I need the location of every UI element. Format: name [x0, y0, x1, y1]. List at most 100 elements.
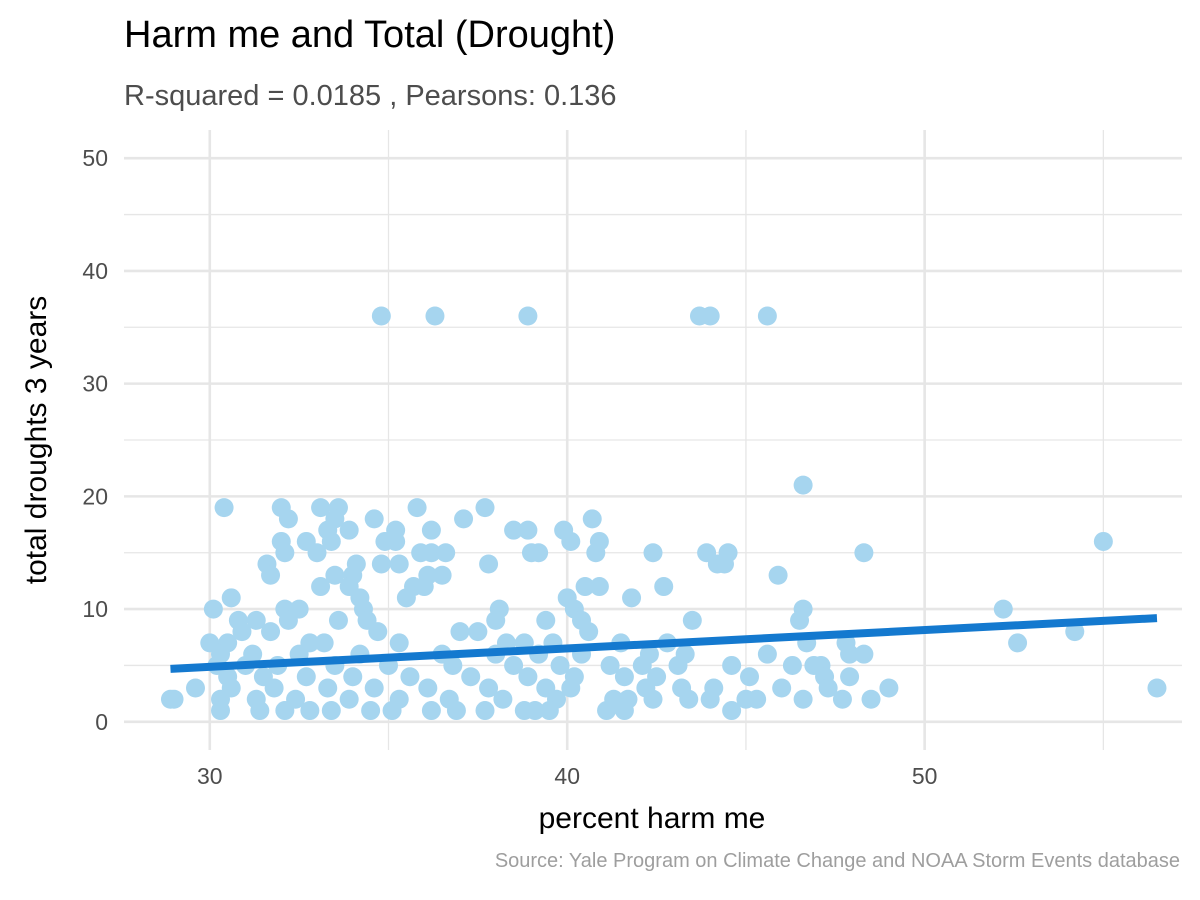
data-point — [371, 554, 391, 574]
data-point — [325, 565, 345, 585]
y-tick-label: 40 — [82, 258, 108, 284]
data-point — [278, 610, 298, 630]
data-point — [722, 701, 742, 721]
trend-line-layer — [170, 614, 1158, 673]
data-point — [414, 577, 434, 597]
data-point — [757, 644, 777, 664]
data-point — [504, 520, 524, 540]
data-point — [211, 701, 231, 721]
data-point — [389, 554, 409, 574]
data-point — [525, 701, 545, 721]
data-point — [561, 531, 581, 551]
data-point — [790, 610, 810, 630]
data-point — [622, 588, 642, 608]
data-point — [261, 622, 281, 642]
source-caption: Source: Yale Program on Climate Change a… — [494, 850, 1180, 872]
data-point — [614, 667, 634, 687]
data-point — [261, 565, 281, 585]
data-point — [396, 588, 416, 608]
data-point — [579, 622, 599, 642]
x-tick-label: 40 — [554, 763, 580, 789]
data-point — [589, 577, 609, 597]
data-point — [993, 599, 1013, 619]
data-point — [382, 701, 402, 721]
data-point — [1065, 622, 1085, 642]
x-tick-label: 50 — [912, 763, 938, 789]
data-point — [275, 543, 295, 563]
trend-line — [170, 614, 1158, 673]
data-point — [361, 701, 381, 721]
data-point — [318, 678, 338, 698]
data-point — [446, 701, 466, 721]
data-point — [679, 689, 699, 709]
data-point — [421, 701, 441, 721]
data-point — [643, 543, 663, 563]
data-point — [586, 543, 606, 563]
data-point — [861, 689, 881, 709]
data-point — [597, 701, 617, 721]
data-point — [275, 701, 295, 721]
data-point — [364, 678, 384, 698]
data-point — [486, 610, 506, 630]
data-point — [600, 655, 620, 675]
data-point — [314, 633, 334, 653]
data-point — [782, 655, 802, 675]
data-point — [1008, 633, 1028, 653]
data-point — [793, 475, 813, 495]
data-point — [700, 689, 720, 709]
data-point — [389, 633, 409, 653]
data-point — [421, 520, 441, 540]
data-point — [643, 689, 663, 709]
data-point — [164, 689, 184, 709]
data-point — [582, 509, 602, 529]
data-point — [700, 306, 720, 326]
data-point — [854, 543, 874, 563]
data-point — [1147, 678, 1167, 698]
data-point — [371, 306, 391, 326]
data-point — [221, 588, 241, 608]
data-point — [364, 509, 384, 529]
data-point — [818, 678, 838, 698]
data-point — [668, 655, 688, 675]
data-point — [278, 509, 298, 529]
data-point — [250, 701, 270, 721]
data-point — [682, 610, 702, 630]
data-point — [879, 678, 899, 698]
data-point — [550, 655, 570, 675]
data-point — [246, 610, 266, 630]
data-point — [461, 667, 481, 687]
data-point — [832, 689, 852, 709]
data-point — [339, 689, 359, 709]
x-axis-title: percent harm me — [539, 802, 766, 835]
data-point — [757, 306, 777, 326]
data-point — [321, 701, 341, 721]
data-point — [450, 622, 470, 642]
data-point — [468, 622, 488, 642]
data-point — [436, 543, 456, 563]
data-point — [311, 498, 331, 518]
data-point — [493, 689, 513, 709]
data-point — [768, 565, 788, 585]
y-tick-label: 0 — [95, 709, 108, 735]
data-point — [418, 678, 438, 698]
chart-subtitle: R-squared = 0.0185 , Pearsons: 0.136 — [124, 80, 617, 112]
y-tick-label: 10 — [82, 596, 108, 622]
data-point — [840, 667, 860, 687]
data-point — [300, 701, 320, 721]
data-point — [185, 678, 205, 698]
data-point — [561, 678, 581, 698]
data-point — [772, 678, 792, 698]
data-point — [793, 689, 813, 709]
data-point — [203, 599, 223, 619]
data-point — [1093, 531, 1113, 551]
data-point — [722, 655, 742, 675]
y-tick-label: 30 — [82, 371, 108, 397]
data-point — [443, 655, 463, 675]
data-point — [614, 701, 634, 721]
data-point — [518, 520, 538, 540]
data-point — [343, 667, 363, 687]
data-point — [214, 498, 234, 518]
data-point — [840, 644, 860, 664]
data-point — [854, 644, 874, 664]
